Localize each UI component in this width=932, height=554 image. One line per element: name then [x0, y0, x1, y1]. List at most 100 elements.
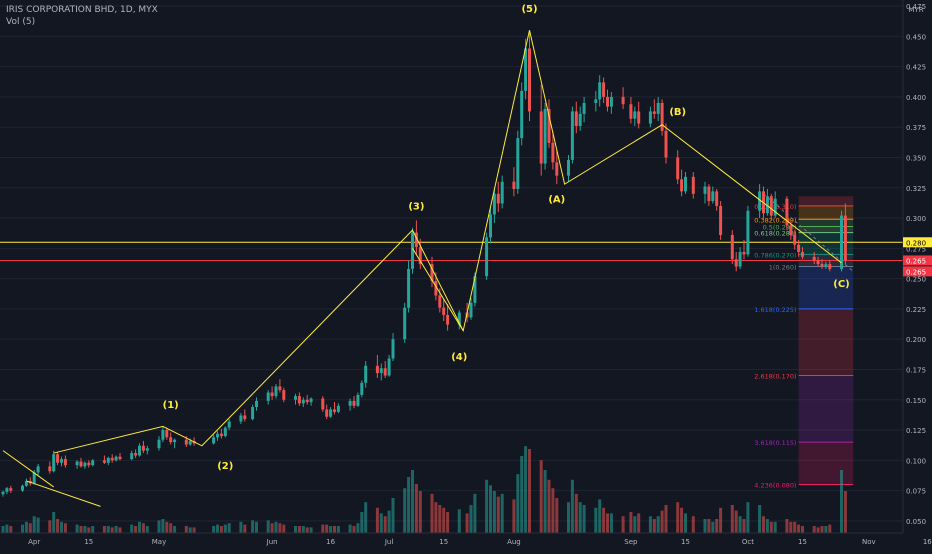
candle-body	[824, 264, 828, 267]
candle-body	[352, 400, 356, 406]
volume-bar	[457, 509, 461, 533]
candle-body	[274, 386, 278, 397]
volume-bar	[715, 519, 719, 533]
candle-body	[301, 399, 305, 404]
y-tick-label: 0.475	[906, 3, 926, 11]
candle-body	[738, 251, 742, 267]
volume-bar	[130, 524, 134, 533]
volume-bar	[418, 491, 422, 533]
volume-bar	[578, 502, 582, 533]
volume-bar	[278, 523, 282, 533]
trend-line[interactable]	[26, 480, 101, 507]
volume-bar	[621, 516, 625, 533]
volume-bar	[446, 512, 450, 533]
volume-bar	[219, 526, 223, 533]
volume-bar	[801, 526, 804, 533]
wave-label: (2)	[217, 461, 233, 472]
candle-body	[5, 488, 9, 492]
candle-body	[820, 264, 824, 267]
candle-body	[594, 99, 598, 103]
trend-lines	[2, 248, 464, 507]
fib-zone	[798, 375, 854, 443]
volume-bar	[348, 524, 352, 533]
horizontal-lines	[0, 241, 903, 261]
candle-body	[212, 437, 216, 444]
volume-bar	[138, 521, 141, 533]
volume-bar	[734, 510, 738, 533]
volume-bar	[711, 521, 715, 533]
candle-body	[227, 421, 231, 428]
candle-body	[87, 462, 91, 466]
trend-line[interactable]	[412, 248, 464, 331]
price-tag	[903, 237, 932, 248]
volume-bar	[473, 493, 477, 533]
candle-body	[102, 460, 106, 463]
volume-bar	[9, 526, 13, 533]
candle-body	[1, 491, 5, 495]
volume-bar	[114, 526, 118, 533]
volume-bar	[294, 526, 297, 533]
fibonacci-extension: 0.236(0.310)0.382(0.299)0.5(0.293)0.618(…	[754, 193, 854, 490]
candle-body	[309, 398, 313, 403]
candle-body	[660, 102, 664, 131]
fib-zone	[798, 205, 854, 220]
candle-body	[430, 264, 434, 282]
volume-bar	[24, 521, 28, 533]
candle-body	[828, 264, 832, 269]
volume-indicator-label[interactable]: Vol (5)	[6, 17, 36, 27]
volume-bar	[434, 502, 438, 533]
volume-bar	[528, 449, 531, 533]
candle-body	[492, 193, 496, 215]
volume-bar	[5, 524, 9, 533]
candle-body	[843, 215, 847, 261]
candle-body	[173, 439, 177, 443]
volume-bar	[547, 479, 551, 533]
candle-body	[110, 457, 114, 461]
candle-body	[574, 111, 578, 126]
volume-bar	[270, 523, 274, 533]
volume-bar	[56, 519, 60, 533]
candle-body	[434, 281, 438, 296]
volume-bar	[192, 527, 196, 533]
wave-path[interactable]	[53, 30, 842, 454]
volume-bar	[414, 484, 418, 533]
volume-bar	[738, 516, 742, 533]
candle-body	[106, 457, 110, 463]
volume-bar	[75, 524, 79, 533]
volume-bar	[598, 499, 602, 533]
volume-bar	[141, 523, 145, 533]
volume-bar	[500, 493, 504, 533]
x-tick-label: 15	[681, 538, 690, 546]
wave-label: (4)	[451, 352, 467, 363]
trend-line[interactable]	[2, 450, 54, 488]
volume-bar	[28, 523, 32, 533]
candle-body	[52, 454, 56, 472]
price-tag-label: 0.280	[906, 239, 926, 247]
candle-body	[676, 157, 680, 180]
volume-bar	[63, 523, 67, 533]
volume-bar	[516, 474, 520, 533]
volume-bar	[52, 512, 56, 533]
volume-bar	[274, 521, 278, 533]
candle-body	[348, 400, 352, 406]
candle-body	[145, 448, 149, 451]
volume-bar	[594, 507, 598, 533]
fib-level-label: 4.236(0.080)	[754, 482, 796, 490]
candle-body	[797, 244, 801, 252]
volume-bar	[551, 488, 555, 533]
candle-body	[812, 256, 816, 261]
candle-body	[785, 198, 789, 226]
candle-body	[469, 302, 473, 318]
x-tick-label: Oct	[742, 538, 754, 546]
y-tick-label: 0.425	[906, 64, 926, 72]
volume-bar	[321, 524, 325, 533]
symbol-title[interactable]: IRIS CORPORATION BHD, 1D, MYX	[6, 5, 158, 15]
y-tick-label: 0.075	[906, 488, 926, 496]
volume-bar	[438, 505, 442, 533]
fib-zone	[798, 308, 854, 376]
y-tick-label: 0.400	[906, 94, 926, 102]
candle-body	[356, 394, 360, 406]
volume-bar	[48, 520, 52, 533]
volume-bar	[87, 527, 91, 533]
